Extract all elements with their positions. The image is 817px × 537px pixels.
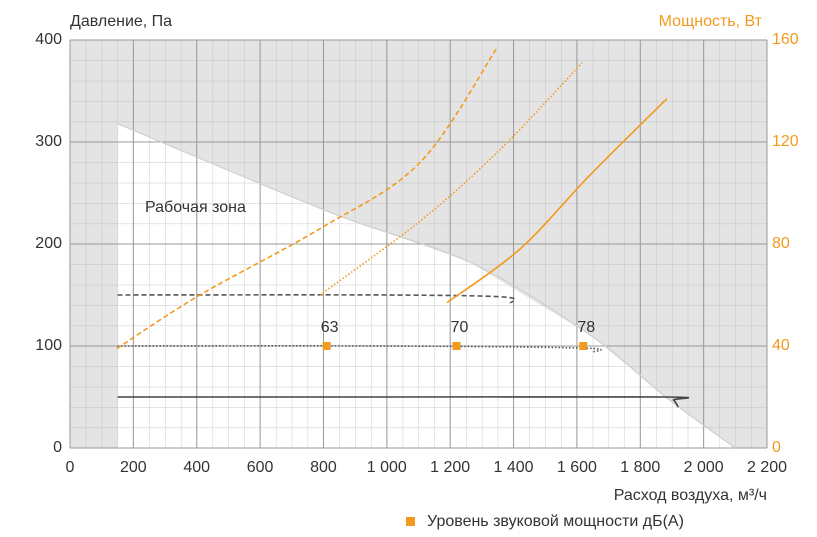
y-tick-label: 400 [35, 31, 62, 48]
sound-point [322, 342, 331, 350]
sound-label: 70 [451, 319, 469, 336]
y2-tick-label: 160 [772, 31, 799, 48]
legend-marker [406, 517, 415, 526]
y-tick-label: 0 [53, 439, 62, 456]
y-axis-title: Давление, Па [70, 13, 172, 30]
x-tick-label: 1 200 [430, 459, 470, 476]
y2-tick-label: 120 [772, 133, 799, 150]
x-tick-label: 1 400 [494, 459, 534, 476]
sound-point [579, 342, 588, 350]
series-line [117, 345, 602, 353]
y-tick-label: 200 [35, 235, 62, 252]
y2-tick-label: 80 [772, 235, 790, 252]
zone-boundary [117, 123, 736, 449]
x-tick-label: 1 600 [557, 459, 597, 476]
y-tick-label: 100 [35, 337, 62, 354]
sound-label: 78 [577, 319, 595, 336]
x-tick-label: 400 [183, 459, 210, 476]
x-tick-label: 0 [66, 459, 75, 476]
x-axis-title: Расход воздуха, м³/ч [614, 487, 767, 504]
legend-label: Уровень звуковой мощности дБ(A) [427, 513, 684, 530]
sound-label: 63 [321, 319, 339, 336]
y2-tick-label: 0 [772, 439, 781, 456]
zone-label: Рабочая зона [145, 199, 246, 216]
y-tick-label: 300 [35, 133, 62, 150]
x-tick-label: 1 800 [620, 459, 660, 476]
series-line [117, 395, 690, 408]
x-tick-label: 2 000 [684, 459, 724, 476]
x-tick-label: 600 [247, 459, 274, 476]
x-tick-label: 2 200 [747, 459, 787, 476]
series-line [446, 98, 668, 304]
plot-area [69, 39, 768, 449]
x-tick-label: 200 [120, 459, 147, 476]
series-line [116, 47, 498, 350]
x-tick-label: 1 000 [367, 459, 407, 476]
sound-point [452, 342, 461, 350]
x-tick-label: 800 [310, 459, 337, 476]
y2-tick-label: 40 [772, 337, 790, 354]
y2-axis-title: Мощность, Вт [659, 13, 763, 30]
